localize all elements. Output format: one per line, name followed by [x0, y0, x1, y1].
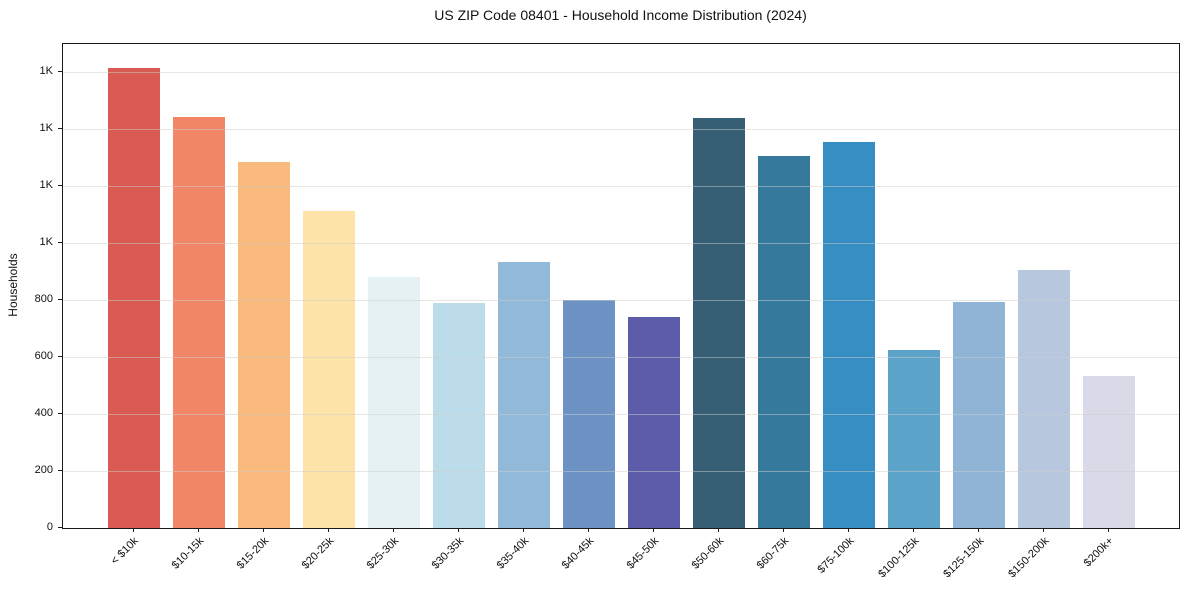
bar-slot [1076, 44, 1141, 528]
bar-< $10k [107, 68, 160, 528]
gridline [63, 300, 1179, 302]
y-tick-label: 600 [34, 350, 53, 363]
y-tick-label: 1K [39, 236, 53, 249]
y-tick-label: 0 [46, 521, 53, 533]
x-tick-mark [1107, 528, 1109, 532]
x-tick-mark [977, 528, 979, 532]
y-tick-mark [58, 470, 62, 472]
x-tick-label: $45-50k [624, 535, 661, 572]
x-tick-label: $50-60k [689, 535, 726, 572]
bar-$75-100k [822, 142, 875, 528]
bar-slot [621, 44, 686, 528]
y-tick-label: 800 [34, 293, 53, 306]
x-tick-label: $20-25k [299, 535, 336, 572]
bar-$200k+ [1082, 375, 1135, 528]
y-tick-label: 1K [39, 179, 53, 192]
y-tick-label: 1K [39, 65, 53, 78]
x-tick-mark [847, 528, 849, 532]
gridline [63, 129, 1179, 131]
x-tick-mark [587, 528, 589, 532]
y-tick-mark [58, 413, 62, 415]
x-tick-mark [327, 528, 329, 532]
bars-container [63, 44, 1179, 528]
x-tick-mark [522, 528, 524, 532]
y-tick-mark [58, 299, 62, 301]
x-tick-mark [782, 528, 784, 532]
x-tick-mark [717, 528, 719, 532]
bar-$25-30k [367, 277, 420, 528]
bar-$20-25k [302, 210, 355, 528]
bar-$100-125k [887, 350, 940, 528]
x-tick-label: $60-75k [754, 535, 791, 572]
x-tick-label: $25-30k [364, 535, 401, 572]
bar-slot [946, 44, 1011, 528]
x-tick-label: $75-100k [815, 535, 856, 576]
bar-slot [1011, 44, 1076, 528]
y-tick-mark [58, 185, 62, 187]
x-tick-mark [392, 528, 394, 532]
gridline [63, 471, 1179, 473]
y-tick-mark [58, 71, 62, 73]
x-tick-mark [652, 528, 654, 532]
bar-$60-75k [757, 156, 810, 528]
x-tick-mark [457, 528, 459, 532]
bar-$150-200k [1017, 270, 1070, 528]
x-tick-label: $40-45k [559, 535, 596, 572]
x-tick-mark [912, 528, 914, 532]
bar-slot [166, 44, 231, 528]
x-tick-mark [262, 528, 264, 532]
y-tick-mark [58, 527, 62, 528]
bar-$30-35k [432, 303, 485, 528]
x-tick-label: $125-150k [940, 535, 986, 581]
y-tick-mark [58, 242, 62, 244]
x-tick-mark [1042, 528, 1044, 532]
bar-slot [881, 44, 946, 528]
y-tick-label: 200 [34, 464, 53, 477]
x-tick-label: $15-20k [234, 535, 271, 572]
gridline [63, 243, 1179, 245]
bar-slot [751, 44, 816, 528]
y-axis-title: Households [6, 253, 20, 317]
x-tick-label: $150-200k [1005, 535, 1051, 581]
gridline [63, 186, 1179, 188]
bar-slot [101, 44, 166, 528]
bar-$15-20k [237, 162, 290, 528]
bar-$35-40k [497, 261, 550, 528]
gridline [63, 357, 1179, 359]
gridline [63, 414, 1179, 416]
x-tick-label: < $10k [108, 535, 141, 568]
plot-area [62, 43, 1180, 529]
bar-slot [426, 44, 491, 528]
bar-slot [556, 44, 621, 528]
y-tick-label: 1K [39, 122, 53, 135]
bar-slot [686, 44, 751, 528]
x-tick-label: $10-15k [169, 535, 206, 572]
x-tick-mark [132, 528, 134, 532]
x-tick-label: $200k+ [1081, 535, 1116, 570]
bar-$50-60k [692, 118, 745, 528]
chart-title: US ZIP Code 08401 - Household Income Dis… [434, 7, 807, 23]
bar-slot [361, 44, 426, 528]
y-tick-mark [58, 128, 62, 130]
x-tick-mark [197, 528, 199, 532]
x-tick-label: $100-125k [875, 535, 921, 581]
x-tick-label: $35-40k [494, 535, 531, 572]
gridline [63, 72, 1179, 74]
bar-slot [816, 44, 881, 528]
bar-$45-50k [627, 317, 680, 528]
y-tick-mark [58, 356, 62, 358]
bar-$10-15k [172, 116, 225, 528]
x-tick-label: $30-35k [429, 535, 466, 572]
bar-slot [491, 44, 556, 528]
bar-slot [296, 44, 361, 528]
bar-slot [231, 44, 296, 528]
y-tick-label: 400 [34, 407, 53, 420]
